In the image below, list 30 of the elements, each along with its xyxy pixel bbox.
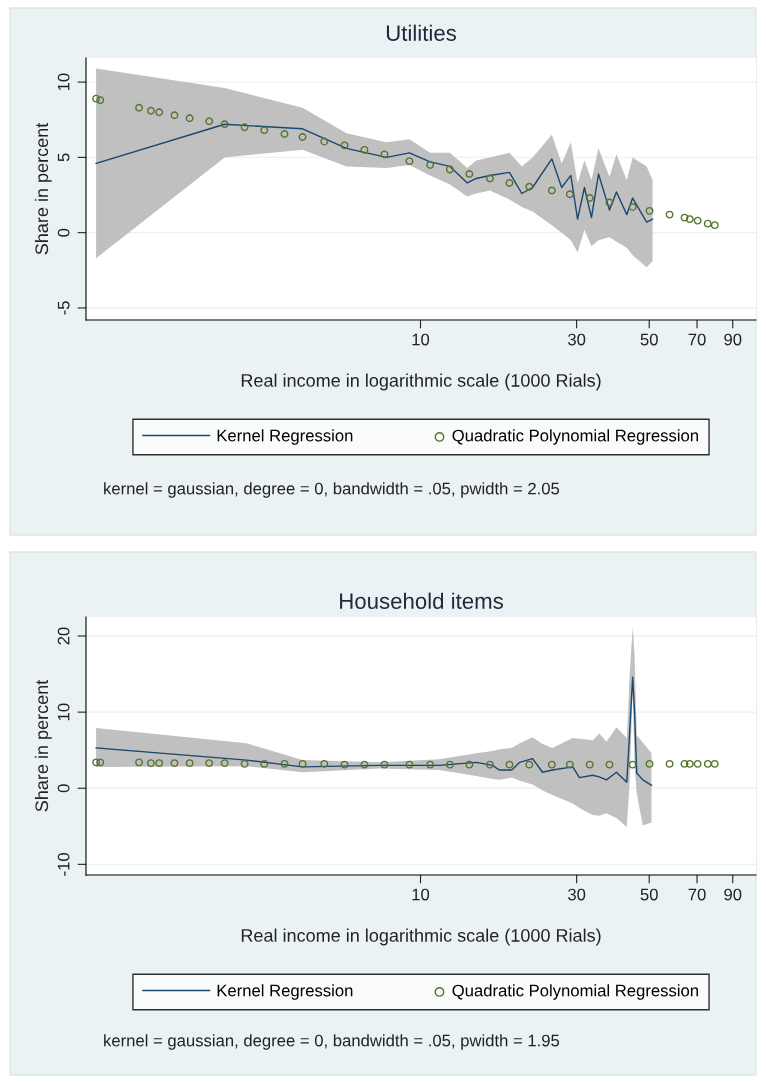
chart-title: Household items <box>340 592 503 609</box>
y-tick-label: -10 <box>57 852 70 876</box>
y-tick-label: 10 <box>57 73 70 91</box>
y-tick-label: 0 <box>57 784 70 793</box>
x-axis-title: Real income in logarithmic scale (1000 Rials) <box>241 928 601 946</box>
x-tick-label: 30 <box>567 888 586 901</box>
y-tick-label: 5 <box>57 153 70 162</box>
chart-title: Utilities <box>386 24 457 41</box>
y-tick-label: 10 <box>57 703 70 721</box>
x-tick-label: 70 <box>688 888 706 901</box>
legend-label: Quadratic Polynomial Regression <box>452 984 698 1000</box>
y-axis-title: Share in percent <box>34 679 52 812</box>
x-tick-label: 10 <box>412 888 430 901</box>
legend-label: Kernel Regression <box>217 429 353 445</box>
legend-label: Quadratic Polynomial Regression <box>452 429 698 445</box>
y-tick-label: 0 <box>57 228 70 237</box>
x-tick-label: 70 <box>688 333 706 346</box>
x-tick-label: 90 <box>724 333 742 346</box>
x-tick-label: 90 <box>724 888 742 901</box>
legend-label: Kernel Regression <box>217 984 353 1000</box>
x-axis-title: Real income in logarithmic scale (1000 Rials) <box>241 373 601 391</box>
y-axis-title: Share in percent <box>34 122 52 255</box>
x-tick-label: 50 <box>640 888 658 901</box>
y-tick-label: -5 <box>57 301 70 315</box>
text: kernel = gaussian, degree = 0, bandwidth = .05, pwidth = 2.05 <box>104 482 560 498</box>
x-tick-label: 30 <box>567 333 586 346</box>
y-tick-label: 20 <box>57 627 70 645</box>
text: kernel = gaussian, degree = 0, bandwidth = .05, pwidth = 1.95 <box>104 1034 560 1050</box>
x-tick-label: 50 <box>640 333 658 346</box>
x-tick-label: 10 <box>412 333 430 346</box>
